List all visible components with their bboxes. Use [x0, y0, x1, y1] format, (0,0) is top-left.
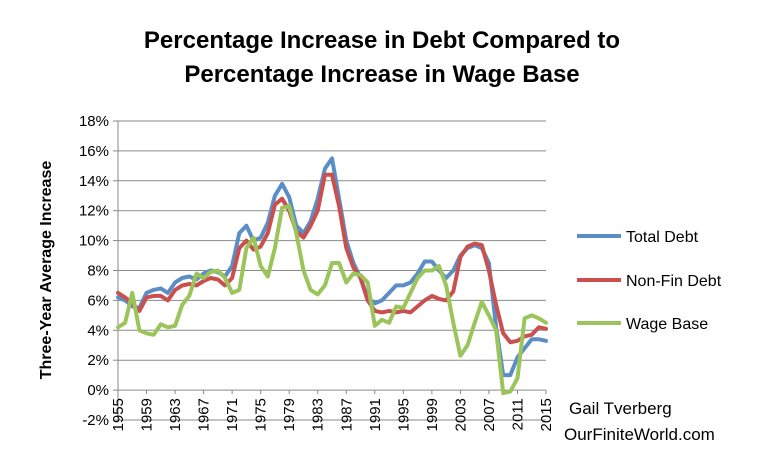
credit-author: Gail Tverberg [569, 399, 672, 418]
x-tick-label: 1995 [395, 398, 412, 431]
x-tick-label: 2015 [538, 398, 555, 431]
x-tick-label: 1979 [281, 398, 298, 431]
x-tick-label: 1999 [424, 398, 441, 431]
credit-website: OurFiniteWorld.com [564, 425, 715, 444]
legend: Total Debt Non-Fin Debt Wage Base [577, 229, 722, 333]
y-tick-label: 14% [79, 173, 109, 190]
y-tick-label: 8% [87, 263, 109, 280]
y-tick-label: 18% [79, 113, 109, 130]
series-line-non-fin-debt [116, 172, 548, 345]
y-tick-label: 2% [87, 352, 109, 369]
x-tick-label: 2003 [452, 398, 469, 431]
y-axis-ticks: -2% 0% 2% 4% 6% 8% 10% 12% 14% 16% 18% [79, 113, 118, 429]
x-tick-label: 1955 [110, 398, 127, 431]
series-line-wage-base [116, 204, 548, 396]
y-tick-label: 16% [79, 143, 109, 160]
x-tick-label: 1975 [253, 398, 270, 431]
x-tick-label: 1959 [139, 398, 156, 431]
legend-label: Wage Base [626, 316, 708, 333]
x-tick-label: 1963 [167, 398, 184, 431]
y-tick-label: 4% [87, 322, 109, 339]
y-tick-label: 6% [87, 292, 109, 309]
x-tick-label: 1983 [310, 398, 327, 431]
chart-title-line-1: Percentage Increase in Debt Compared to [144, 27, 620, 54]
x-tick-label: 2011 [509, 398, 526, 430]
y-tick-label: 12% [79, 203, 109, 220]
chart-title-line-2: Percentage Increase in Wage Base [184, 61, 579, 88]
x-tick-label: 2007 [481, 398, 498, 431]
x-tick-label: 1991 [367, 398, 384, 431]
x-axis-ticks: 1955 1959 1963 1967 1971 1975 1979 1983 1987 1991… [110, 390, 555, 431]
legend-label: Non-Fin Debt [626, 273, 722, 290]
y-axis-label: Three-Year Average Increase [38, 161, 55, 380]
series-lines [116, 156, 548, 396]
legend-label: Total Debt [626, 229, 699, 246]
x-tick-label: 1967 [196, 398, 213, 431]
y-tick-label: 10% [79, 233, 109, 250]
x-tick-label: 1971 [224, 398, 241, 431]
y-tick-label: 0% [87, 382, 109, 399]
y-tick-label: -2% [82, 412, 109, 429]
x-tick-label: 1987 [338, 398, 355, 431]
